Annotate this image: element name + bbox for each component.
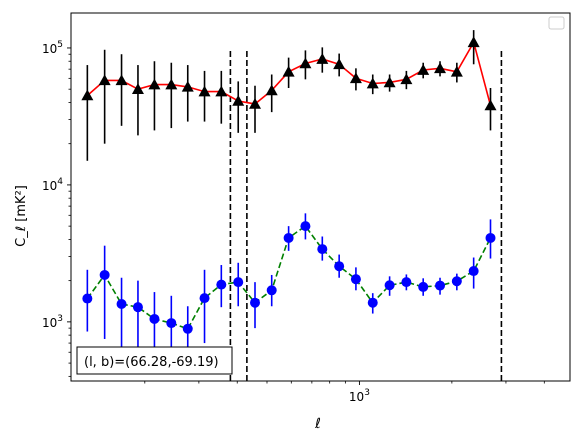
legend-box	[548, 16, 565, 30]
data-point	[282, 65, 295, 77]
data-point	[485, 232, 496, 243]
x-tick-label: 103	[349, 388, 370, 404]
data-point	[232, 94, 245, 106]
data-point	[199, 293, 210, 304]
data-point	[182, 323, 193, 334]
data-point	[417, 64, 430, 75]
data-point	[450, 65, 463, 77]
data-point	[82, 293, 93, 304]
plot-background	[71, 13, 570, 381]
data-point	[334, 261, 345, 272]
data-point	[418, 281, 429, 292]
data-point	[250, 297, 261, 308]
data-point	[383, 76, 396, 88]
axes: 103 103 104 105	[42, 12, 571, 404]
data-point	[216, 279, 227, 290]
y-tick-label: 105	[42, 40, 63, 56]
y-tick-label: 103	[42, 314, 63, 330]
data-point	[467, 36, 480, 48]
data-point	[333, 58, 346, 70]
annotation-text: (l, b)=(66.28,-69.19)	[84, 355, 219, 370]
annotation-box: (l, b)=(66.28,-69.19)	[76, 346, 233, 375]
data-point	[132, 302, 143, 313]
data-point	[198, 85, 211, 97]
data-point	[367, 297, 378, 308]
data-point	[400, 73, 413, 85]
data-point	[316, 53, 329, 64]
data-point	[266, 285, 277, 296]
data-point	[384, 280, 395, 291]
data-point	[317, 244, 328, 255]
data-point	[98, 74, 111, 86]
data-point	[300, 221, 311, 232]
data-point	[451, 276, 462, 287]
data-point	[148, 78, 161, 90]
x-axis-label: ℓ	[314, 416, 321, 432]
data-point	[434, 62, 447, 74]
data-point	[215, 85, 228, 97]
data-point	[149, 313, 160, 324]
data-point	[165, 78, 178, 90]
plot-area	[71, 13, 570, 381]
data-point	[265, 84, 278, 96]
data-point	[435, 280, 446, 291]
series-0	[81, 30, 497, 161]
data-point	[115, 74, 128, 86]
vertical-dashed-lines	[229, 51, 503, 381]
data-point	[468, 266, 479, 277]
plot-frame	[70, 12, 571, 382]
data-point	[181, 80, 194, 92]
data-point	[349, 72, 362, 84]
data-point	[131, 83, 144, 94]
data-point	[299, 57, 312, 69]
data-point	[401, 277, 412, 288]
data-point	[484, 99, 497, 111]
data-point	[249, 97, 262, 109]
data-point	[350, 274, 361, 285]
data-point	[233, 277, 244, 288]
data-point	[116, 299, 127, 310]
y-axis-label: C_ℓ [mK²]	[14, 185, 29, 247]
data-point	[99, 269, 110, 280]
data-point	[81, 89, 94, 101]
data-point	[166, 318, 177, 329]
y-tick-label: 104	[42, 177, 63, 193]
data-point	[366, 77, 379, 89]
data-point	[283, 232, 294, 243]
